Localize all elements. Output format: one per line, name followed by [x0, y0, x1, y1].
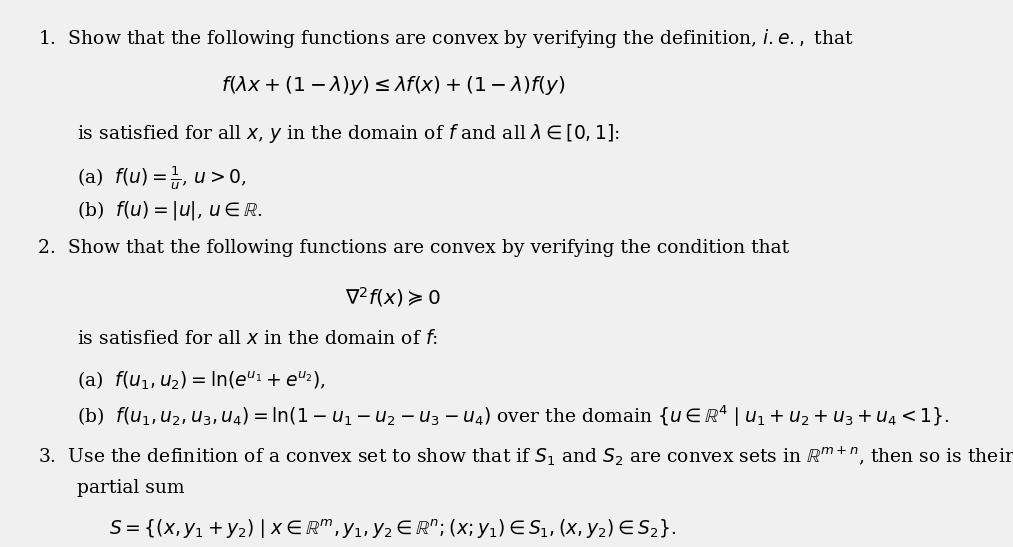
Text: is satisfied for all $x$ in the domain of $f$:: is satisfied for all $x$ in the domain o… — [77, 329, 438, 348]
Text: $S = \{(x, y_1 + y_2) \mid x \in \mathbb{R}^m, y_1, y_2 \in \mathbb{R}^n; (x; y_: $S = \{(x, y_1 + y_2) \mid x \in \mathbb… — [109, 517, 677, 541]
Text: is satisfied for all $x$, $y$ in the domain of $f$ and all $\lambda \in [0,1]$:: is satisfied for all $x$, $y$ in the dom… — [77, 122, 620, 145]
Text: (b)  $f(u_1, u_2, u_3, u_4) = \ln(1 - u_1 - u_2 - u_3 - u_4)$ over the domain $\: (b) $f(u_1, u_2, u_3, u_4) = \ln(1 - u_1… — [77, 404, 949, 429]
Text: $f(\lambda x + (1-\lambda)y) \leq \lambda f(x) + (1-\lambda)f(y)$: $f(\lambda x + (1-\lambda)y) \leq \lambd… — [221, 74, 565, 97]
Text: 3.  Use the definition of a convex set to show that if $S_1$ and $S_2$ are conve: 3. Use the definition of a convex set to… — [37, 444, 1013, 468]
Text: $\nabla^2 f(x) \succeq 0$: $\nabla^2 f(x) \succeq 0$ — [344, 285, 441, 309]
Text: (a)  $f(u_1, u_2) = \ln(e^{u_1} + e^{u_2})$,: (a) $f(u_1, u_2) = \ln(e^{u_1} + e^{u_2}… — [77, 369, 326, 392]
Text: 1.  Show that the following functions are convex by verifying the definition, $i: 1. Show that the following functions are… — [37, 27, 854, 50]
Text: (b)  $f(u) = |u|$, $u \in \mathbb{R}$.: (b) $f(u) = |u|$, $u \in \mathbb{R}$. — [77, 199, 262, 222]
Text: 2.  Show that the following functions are convex by verifying the condition that: 2. Show that the following functions are… — [37, 239, 789, 257]
Text: (a)  $f(u) = \frac{1}{u}$, $u > 0$,: (a) $f(u) = \frac{1}{u}$, $u > 0$, — [77, 165, 246, 192]
Text: partial sum: partial sum — [77, 479, 184, 497]
